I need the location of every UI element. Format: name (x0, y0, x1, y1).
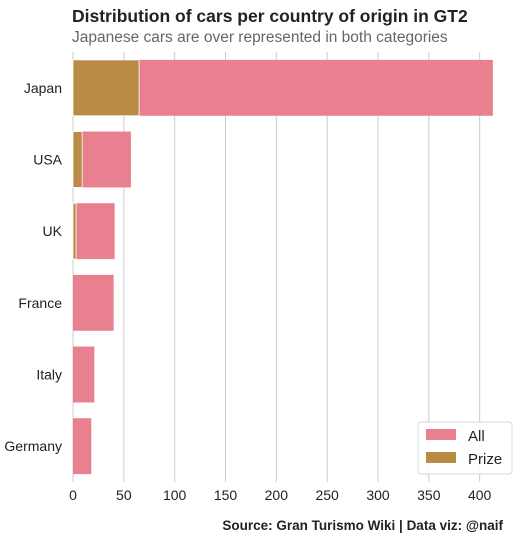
x-tick-label-0: 0 (69, 487, 77, 503)
legend: All Prize (417, 421, 513, 475)
source-caption: Source: Gran Turismo Wiki | Data viz: @n… (222, 518, 503, 533)
bar-uk-all (73, 203, 115, 260)
bar-japan-prize (72, 59, 140, 117)
bar-france-all (73, 274, 114, 331)
x-tick-label-250: 250 (315, 487, 339, 503)
x-tick-label-400: 400 (468, 487, 492, 503)
category-label-france: France (18, 295, 62, 311)
x-tick-label-150: 150 (214, 487, 238, 503)
category-label-italy: Italy (36, 367, 62, 383)
x-tick-label-350: 350 (417, 487, 441, 503)
chart-subtitle: Japanese cars are over represented in bo… (72, 29, 448, 46)
legend-label-prize: Prize (468, 451, 502, 468)
x-tick-label-50: 50 (116, 487, 132, 503)
category-label-germany: Germany (4, 438, 62, 454)
category-label-usa: USA (33, 152, 62, 168)
bars (72, 59, 493, 475)
bar-italy-all (73, 346, 95, 403)
bar-usa-all (73, 131, 131, 188)
category-label-japan: Japan (24, 80, 62, 96)
x-tick-label-200: 200 (265, 487, 289, 503)
legend-swatch-prize (426, 452, 456, 463)
x-tick-label-100: 100 (163, 487, 187, 503)
bar-japan-all (73, 59, 493, 116)
bar-uk-prize (72, 202, 77, 260)
legend-label-all: All (468, 428, 485, 445)
category-label-uk: UK (43, 223, 63, 239)
legend-swatch-all (426, 429, 456, 440)
bar-usa-prize (72, 131, 83, 188)
x-tick-label-300: 300 (366, 487, 390, 503)
gridlines (72, 52, 481, 482)
bar-germany-all (73, 418, 92, 475)
category-labels: Japan USA UK France Italy Germany (4, 80, 62, 454)
chart-title: Distribution of cars per country of orig… (72, 6, 468, 26)
x-tick-labels: 0 50 100 150 200 250 300 350 400 (69, 487, 491, 503)
